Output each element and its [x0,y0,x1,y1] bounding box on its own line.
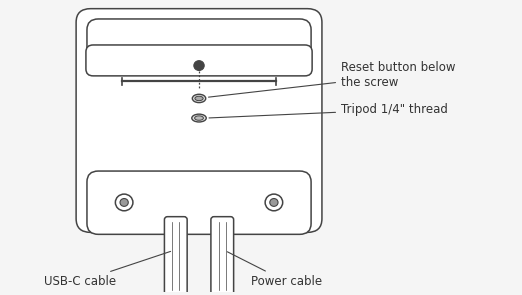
Circle shape [194,61,204,71]
FancyBboxPatch shape [86,45,312,76]
FancyBboxPatch shape [87,171,311,234]
Circle shape [115,194,133,211]
FancyBboxPatch shape [211,217,234,295]
Ellipse shape [195,96,203,101]
Text: Tripod 1/4" thread: Tripod 1/4" thread [209,103,448,118]
Ellipse shape [192,94,206,103]
Text: Reset button below
the screw: Reset button below the screw [208,61,456,97]
FancyBboxPatch shape [76,9,322,232]
Ellipse shape [195,116,204,120]
FancyBboxPatch shape [164,217,187,295]
Text: USB-C cable: USB-C cable [44,251,171,288]
Text: Power cable: Power cable [227,252,322,288]
Circle shape [120,199,128,206]
Circle shape [265,194,283,211]
FancyBboxPatch shape [87,19,311,68]
Ellipse shape [192,114,206,122]
Circle shape [270,199,278,206]
